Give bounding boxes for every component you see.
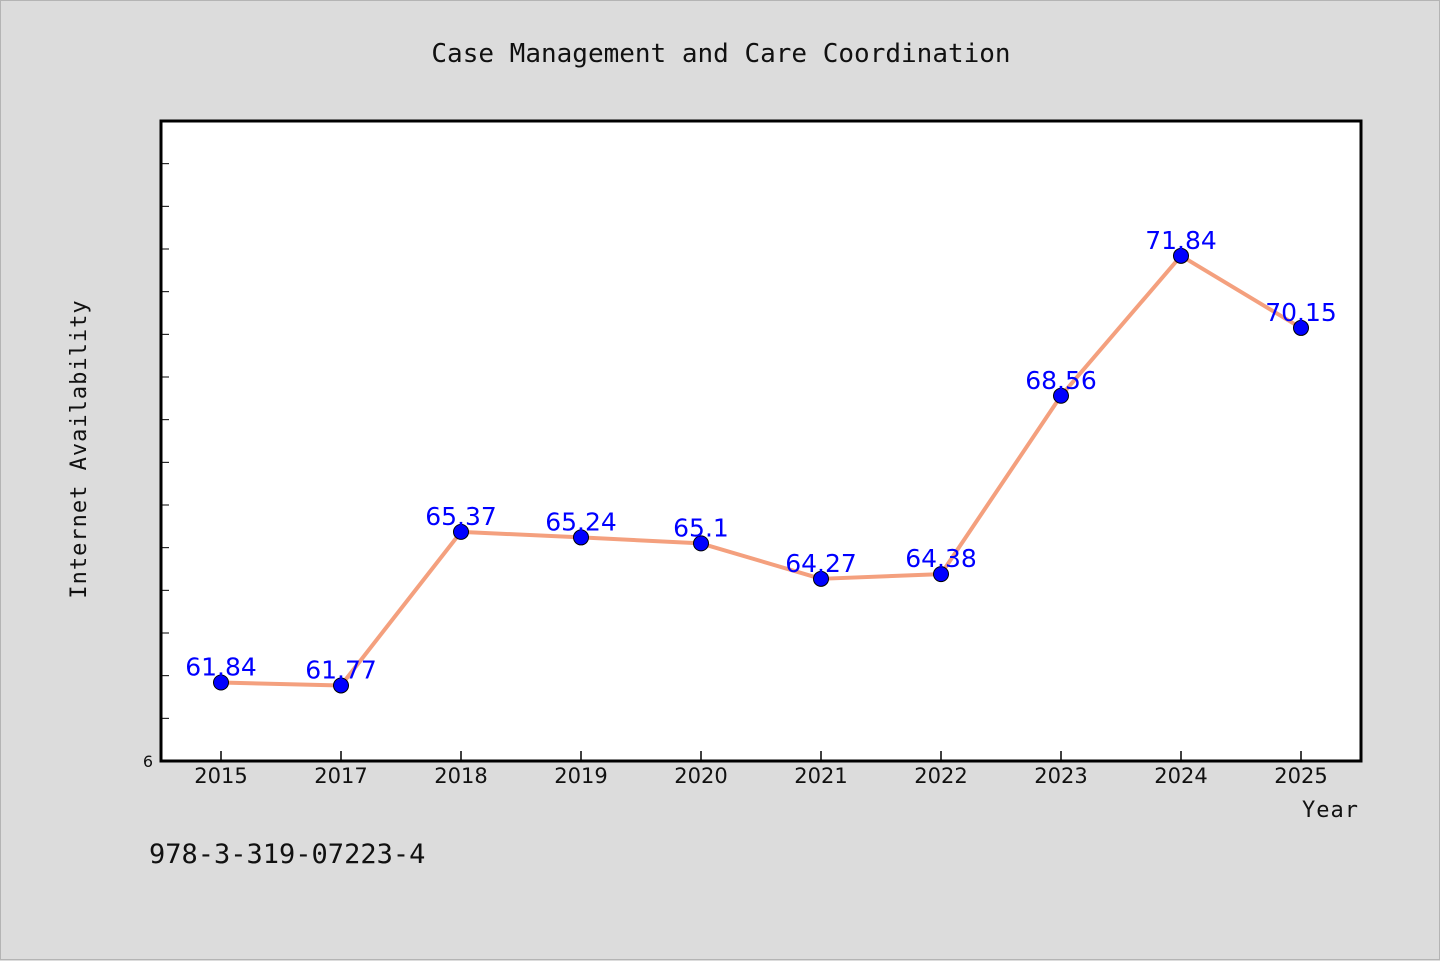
y-axis-label: Internet Availability bbox=[67, 299, 92, 598]
data-point bbox=[1173, 247, 1189, 264]
x-tick-label: 2018 bbox=[434, 764, 487, 788]
data-label: 71.84 bbox=[1145, 226, 1217, 255]
data-label: 68.56 bbox=[1025, 366, 1097, 395]
data-label: 64.38 bbox=[905, 544, 977, 573]
y-axis-ticks bbox=[161, 163, 169, 719]
data-points bbox=[213, 247, 1309, 694]
x-tick-label: 2021 bbox=[794, 764, 847, 788]
series-line bbox=[219, 253, 1303, 688]
x-tick-label: 2020 bbox=[674, 764, 727, 788]
data-label: 64.27 bbox=[785, 549, 857, 578]
data-point bbox=[213, 674, 229, 691]
data-label: 65.24 bbox=[545, 507, 617, 536]
plot-area bbox=[159, 119, 1363, 763]
x-tick-label: 2022 bbox=[914, 764, 967, 788]
chart-title: Case Management and Care Coordination bbox=[431, 39, 1010, 69]
x-tick-label: 2024 bbox=[1154, 764, 1207, 788]
x-axis-label: Year bbox=[1302, 798, 1359, 823]
data-point bbox=[1053, 387, 1069, 404]
data-point bbox=[333, 677, 349, 694]
x-tick-label: 2023 bbox=[1034, 764, 1087, 788]
data-point bbox=[1293, 319, 1309, 336]
x-tick-label: 2015 bbox=[194, 764, 247, 788]
data-labels: 61.84 61.77 65.37 65.24 65.1 64.27 64.38 68.56 7… bbox=[185, 226, 1337, 685]
data-label: 61.84 bbox=[185, 652, 257, 681]
data-point bbox=[813, 570, 829, 587]
data-point bbox=[933, 566, 949, 583]
data-point bbox=[573, 529, 589, 546]
x-tick-label: 2019 bbox=[554, 764, 607, 788]
data-point bbox=[453, 523, 469, 540]
y-tick-label: 6 bbox=[143, 752, 153, 771]
data-point bbox=[693, 535, 709, 552]
footer-code: 978-3-319-07223-4 bbox=[149, 839, 425, 870]
data-label: 65.1 bbox=[673, 513, 729, 542]
data-label: 70.15 bbox=[1265, 298, 1337, 327]
data-label: 61.77 bbox=[305, 655, 377, 684]
x-tick-label: 2017 bbox=[314, 764, 367, 788]
data-label: 65.37 bbox=[425, 502, 497, 531]
x-axis-ticks: 2015 2017 2018 2019 2020 2021 2022 2023 2024 2025 bbox=[194, 751, 1328, 788]
x-tick-label: 2025 bbox=[1274, 764, 1327, 788]
